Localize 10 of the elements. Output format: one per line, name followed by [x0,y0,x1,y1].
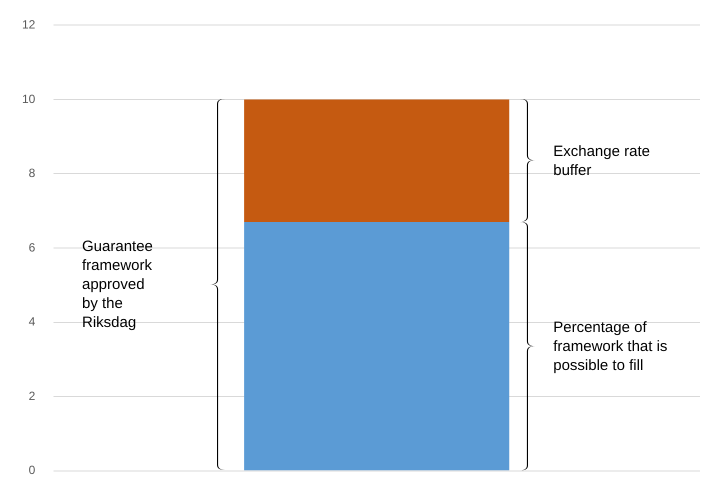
y-tick-label: 2 [28,388,36,403]
y-tick-label: 6 [28,240,36,254]
y-tick-label: 10 [22,92,36,106]
annotation: Guarantee framework approved by the Riksdag [82,237,154,332]
annotation: Exchange rate buffer [553,142,651,180]
y-tick-label: 4 [28,314,36,329]
y-tick-label: 12 [22,18,36,32]
y-tick-label: 8 [28,166,36,180]
y-tick-label: 0 [28,463,36,478]
annotation: Percentage of framework that is possible to fill [553,318,668,375]
